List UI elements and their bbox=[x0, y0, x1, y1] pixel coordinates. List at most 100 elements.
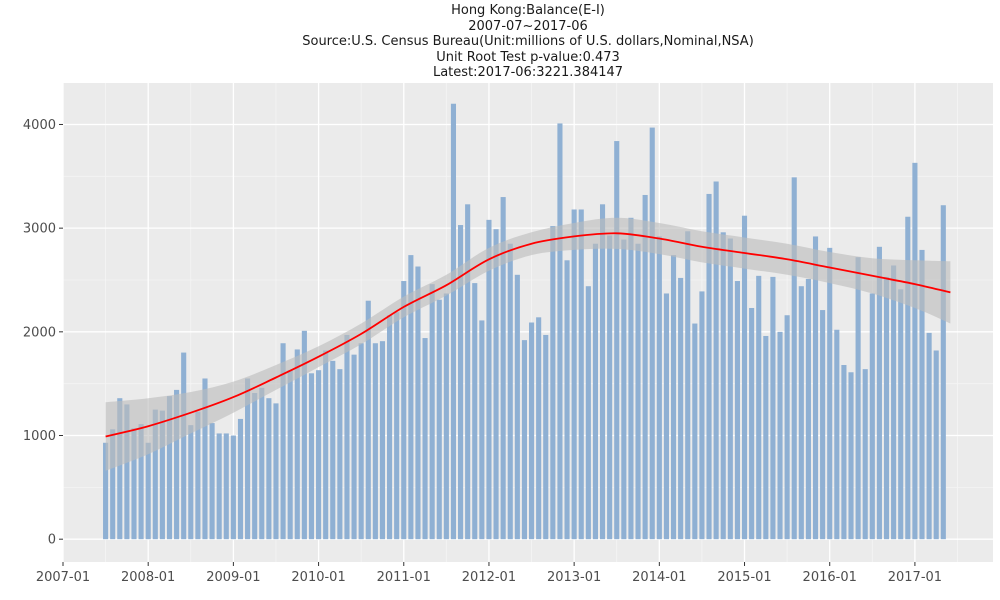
bar bbox=[607, 235, 613, 540]
bar bbox=[372, 343, 378, 540]
bar bbox=[223, 433, 229, 540]
bar bbox=[337, 369, 343, 540]
bar bbox=[330, 360, 336, 540]
bar bbox=[458, 225, 464, 540]
bar bbox=[294, 349, 300, 540]
x-tick-label: 2011-01 bbox=[377, 570, 431, 585]
x-tick-label: 2009-01 bbox=[206, 570, 260, 585]
bar bbox=[741, 215, 748, 540]
x-tick-label: 2016-01 bbox=[803, 570, 857, 585]
bar bbox=[706, 193, 712, 540]
bar bbox=[820, 310, 826, 540]
bar bbox=[145, 442, 151, 540]
bar bbox=[237, 418, 244, 540]
bar bbox=[181, 352, 187, 540]
x-tick-label: 2013-01 bbox=[547, 570, 601, 585]
bar bbox=[891, 265, 897, 540]
bar bbox=[536, 317, 542, 540]
title-line-2: 2007-07~2017-06 bbox=[468, 18, 588, 34]
bar bbox=[727, 238, 733, 540]
x-axis: 2007-01 2008-01 2009-01 2010-01 2011-01 2012-… bbox=[36, 562, 942, 585]
bar bbox=[940, 205, 946, 540]
bar bbox=[351, 354, 357, 540]
bar bbox=[571, 209, 577, 540]
bar bbox=[784, 315, 790, 540]
bar bbox=[734, 281, 740, 540]
bar bbox=[628, 217, 634, 540]
bar bbox=[855, 257, 861, 540]
title-line-4: Unit Root Test p-value:0.473 bbox=[436, 49, 620, 65]
bar bbox=[415, 266, 421, 540]
bar bbox=[379, 341, 386, 540]
bar bbox=[422, 338, 428, 540]
bar bbox=[791, 177, 797, 540]
y-axis: 0 1000 2000 3000 4000 bbox=[23, 118, 63, 548]
bar bbox=[926, 332, 932, 540]
x-tick-label: 2017-01 bbox=[888, 570, 942, 585]
title-line-5: Latest:2017-06:3221.384147 bbox=[432, 65, 624, 80]
y-tick-label: 1000 bbox=[23, 429, 56, 444]
bar bbox=[720, 232, 726, 540]
bar bbox=[670, 255, 677, 540]
bar bbox=[834, 329, 840, 540]
bar bbox=[876, 246, 882, 540]
bar bbox=[358, 343, 364, 540]
bar bbox=[401, 281, 407, 540]
bar bbox=[103, 442, 109, 540]
y-tick-label: 2000 bbox=[23, 325, 56, 340]
x-tick-label: 2012-01 bbox=[462, 570, 516, 585]
bar bbox=[862, 369, 868, 540]
bar bbox=[599, 204, 606, 540]
bar bbox=[493, 229, 499, 540]
bar bbox=[266, 398, 272, 540]
bar bbox=[436, 299, 442, 540]
bar bbox=[166, 396, 173, 540]
bar bbox=[394, 312, 400, 540]
bar bbox=[159, 410, 165, 540]
x-tick-label: 2007-01 bbox=[36, 570, 90, 585]
bar bbox=[919, 249, 925, 540]
bar bbox=[905, 216, 911, 540]
bar bbox=[507, 243, 513, 540]
bar bbox=[805, 278, 811, 540]
bar bbox=[408, 255, 414, 540]
bar bbox=[514, 274, 520, 540]
bar bbox=[472, 283, 478, 540]
bar bbox=[131, 428, 137, 540]
bar bbox=[777, 331, 783, 540]
bar bbox=[174, 389, 180, 540]
title-line-1: Hong Kong:Balance(E-I) bbox=[451, 3, 605, 18]
x-tick-label: 2010-01 bbox=[291, 570, 345, 585]
bar bbox=[301, 330, 307, 540]
bar bbox=[614, 141, 620, 540]
bar bbox=[883, 276, 890, 540]
bar bbox=[848, 372, 854, 540]
bar bbox=[869, 293, 875, 540]
bar bbox=[585, 286, 591, 540]
bar bbox=[124, 404, 130, 540]
bar bbox=[528, 322, 535, 540]
bar bbox=[578, 209, 584, 540]
bar bbox=[465, 204, 471, 540]
bar bbox=[649, 127, 655, 540]
bar bbox=[841, 365, 847, 540]
bar bbox=[770, 276, 776, 540]
bar bbox=[365, 300, 371, 540]
bar bbox=[138, 424, 144, 540]
bar bbox=[188, 425, 194, 540]
bar bbox=[521, 340, 528, 540]
bar bbox=[110, 429, 116, 540]
bar bbox=[323, 350, 329, 540]
bar bbox=[692, 323, 698, 540]
bar bbox=[316, 370, 322, 540]
bar bbox=[195, 411, 201, 540]
bar bbox=[592, 243, 598, 540]
bar bbox=[756, 275, 762, 540]
bar bbox=[245, 378, 251, 540]
bar bbox=[450, 103, 457, 540]
bar bbox=[259, 387, 265, 540]
x-tick-label: 2014-01 bbox=[632, 570, 686, 585]
bar bbox=[699, 291, 705, 540]
